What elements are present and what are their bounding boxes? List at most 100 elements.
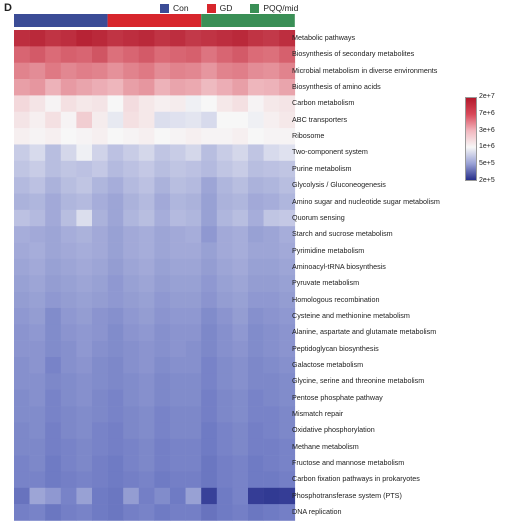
- heatmap-cell: [185, 487, 202, 505]
- heatmap-cell: [76, 438, 93, 456]
- legend-swatch-con: [160, 3, 169, 13]
- heatmap-cell: [123, 373, 140, 390]
- heatmap-cell: [60, 471, 77, 489]
- row-label: Peptidoglycan biosynthesis: [292, 343, 379, 353]
- heatmap-cell: [232, 193, 249, 211]
- heatmap-cell: [263, 111, 280, 129]
- heatmap-cell: [154, 144, 171, 162]
- heatmap-cell: [263, 95, 280, 113]
- panel-label: D: [4, 2, 12, 14]
- scale-tick: 2e+7: [479, 93, 495, 100]
- heatmap-cell: [154, 111, 171, 129]
- heatmap-cell: [201, 307, 218, 325]
- heatmap-cell: [123, 324, 140, 341]
- heatmap-cell: [263, 504, 280, 521]
- heatmap-cell: [107, 95, 124, 113]
- heatmap-cell: [14, 455, 30, 472]
- heatmap-cell: [185, 455, 202, 472]
- heatmap-cell: [154, 504, 171, 521]
- heatmap-cell: [123, 193, 140, 211]
- heatmap-cell: [60, 504, 77, 521]
- heatmap-cell: [232, 242, 249, 260]
- heatmap-cell: [138, 62, 155, 80]
- heatmap-cell: [14, 406, 30, 423]
- row-label: Amino sugar and nucleotide sugar metabol…: [292, 196, 440, 206]
- heatmap-cell: [232, 95, 249, 113]
- heatmap-cell: [14, 144, 30, 162]
- heatmap-cell: [263, 487, 280, 505]
- heatmap-cell: [92, 324, 108, 341]
- heatmap-cell: [29, 275, 46, 292]
- heatmap-cell: [92, 193, 108, 211]
- heatmap-cell: [45, 258, 62, 276]
- heatmap-cell: [154, 258, 171, 276]
- heatmap-cell: [92, 95, 108, 113]
- heatmap-cell: [107, 324, 124, 341]
- heatmap-cell: [76, 160, 93, 178]
- heatmap-cell: [45, 62, 62, 80]
- heatmap-cell: [45, 340, 62, 358]
- heatmap-cell: [107, 291, 124, 309]
- heatmap-cell: [92, 340, 108, 358]
- heatmap-cell: [232, 258, 249, 276]
- heatmap-cell: [76, 128, 93, 145]
- heatmap-cell: [92, 177, 108, 194]
- heatmap-cell: [248, 406, 264, 423]
- heatmap-cell: [29, 307, 46, 325]
- heatmap-cell: [60, 209, 77, 227]
- heatmap-cell: [216, 373, 233, 390]
- heatmap-cell: [185, 504, 202, 521]
- heatmap-cell: [138, 258, 155, 276]
- heatmap-cell: [248, 471, 264, 489]
- heatmap-cell: [232, 30, 249, 47]
- heatmap-cell: [92, 111, 108, 129]
- heatmap-cell: [45, 504, 62, 521]
- heatmap-cell: [45, 46, 62, 63]
- heatmap-cell: [60, 95, 77, 113]
- heatmap-cell: [138, 226, 155, 243]
- heatmap-cell: [123, 62, 140, 80]
- heatmap-cell: [29, 357, 46, 374]
- heatmap-cell: [170, 307, 186, 325]
- heatmap-cell: [154, 357, 171, 374]
- heatmap-cell: [45, 226, 62, 243]
- heatmap-cell: [14, 258, 30, 276]
- heatmap-cell: [201, 62, 218, 80]
- heatmap-cell: [248, 422, 264, 440]
- heatmap-cell: [216, 226, 233, 243]
- row-label: Microbial metabolism in diverse environm…: [292, 65, 438, 75]
- heatmap-cell: [232, 209, 249, 227]
- heatmap-cell: [248, 144, 264, 162]
- heatmap-cell: [92, 242, 108, 260]
- heatmap-cell: [45, 177, 62, 194]
- heatmap-cell: [185, 340, 202, 358]
- heatmap-cell: [45, 160, 62, 178]
- heatmap-cell: [263, 340, 280, 358]
- heatmap-cell: [45, 144, 62, 162]
- heatmap-cell: [248, 389, 264, 407]
- heatmap-cell: [263, 258, 280, 276]
- row-label: Two-component system: [292, 147, 368, 157]
- heatmap-cell: [232, 62, 249, 80]
- heatmap-cell: [123, 357, 140, 374]
- heatmap-cell: [263, 242, 280, 260]
- row-label: ABC transporters: [292, 114, 348, 124]
- heatmap-cell: [170, 389, 186, 407]
- heatmap-cell: [185, 160, 202, 178]
- heatmap-cell: [216, 79, 233, 96]
- heatmap-cell: [138, 389, 155, 407]
- heatmap-cell: [232, 373, 249, 390]
- heatmap-cell: [76, 242, 93, 260]
- heatmap-cell: [29, 30, 46, 47]
- heatmap-cell: [279, 438, 296, 456]
- heatmap-cell: [123, 487, 140, 505]
- heatmap-cell: [154, 487, 171, 505]
- scale-tick: 1e+6: [479, 143, 495, 151]
- heatmap-cell: [29, 177, 46, 194]
- heatmap-cell: [279, 95, 296, 113]
- heatmap-cell: [107, 226, 124, 243]
- heatmap-cell: [154, 46, 171, 63]
- heatmap-cell: [138, 177, 155, 194]
- heatmap-cell: [138, 291, 155, 309]
- heatmap-cell: [232, 307, 249, 325]
